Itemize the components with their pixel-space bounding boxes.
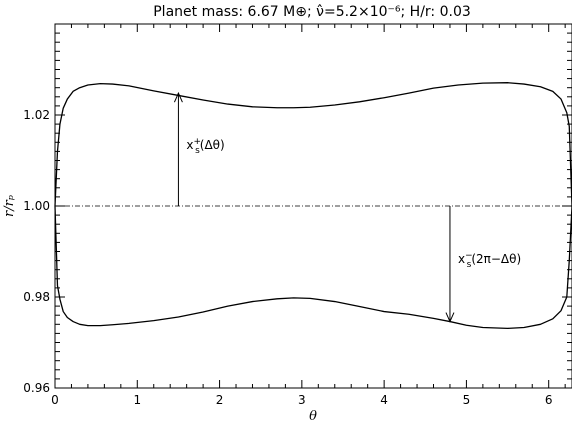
annotation-label: x+ s(Δθ)	[186, 137, 224, 156]
annotations-layer: x+ s(Δθ) x− s(2π−Δθ)	[173, 91, 521, 323]
x-tick-label: 1	[133, 393, 141, 407]
y-axis-label: r/rₚ	[2, 195, 17, 217]
y-tick-label: 0.98	[23, 290, 50, 304]
x-tick-label: 3	[298, 393, 306, 407]
x-tick-label: 6	[545, 393, 553, 407]
y-tick-label: 1.00	[23, 199, 50, 213]
ticks-layer: 0 1 2 3 4 5 6 0.96 0.98 1.00 1.02	[23, 24, 572, 407]
x-tick-label: 5	[463, 393, 471, 407]
annotation-label: x− s(2π−Δθ)	[458, 251, 521, 270]
x-tick-label: 2	[216, 393, 224, 407]
chart-title: Planet mass: 6.67 M⊕; ν̂=5.2×10⁻⁶; H/r: …	[153, 4, 471, 20]
series-layer	[54, 82, 572, 330]
x-tick-label: 4	[380, 393, 388, 407]
x-tick-label: 0	[51, 393, 59, 407]
x-axis-label: θ	[309, 409, 317, 424]
y-tick-label: 0.96	[23, 381, 50, 395]
annotation-arrowhead	[173, 91, 183, 103]
annotation-arrowhead	[445, 312, 455, 323]
y-tick-label: 1.02	[23, 108, 50, 122]
series-line-1	[54, 82, 572, 207]
series-line-2	[54, 205, 572, 330]
